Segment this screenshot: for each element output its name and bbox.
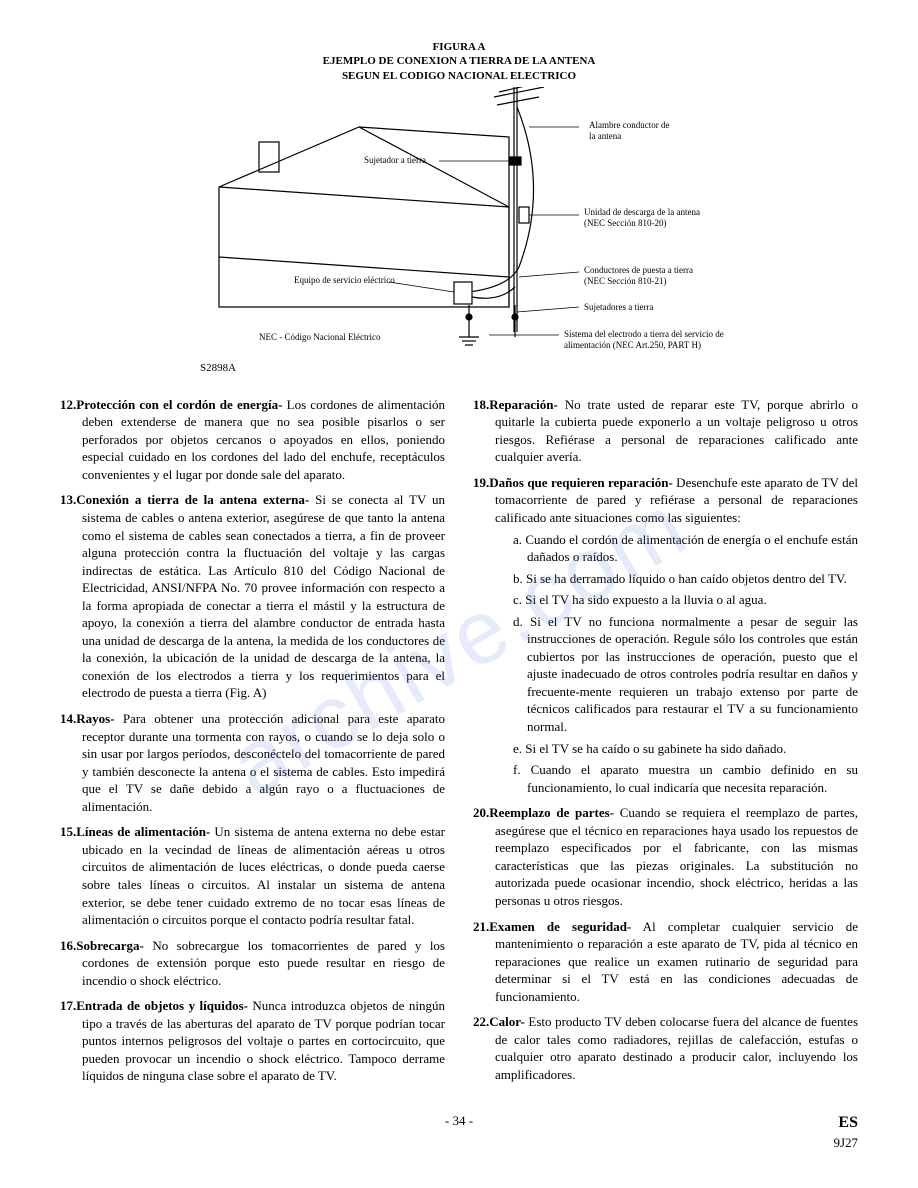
sub-text: Si el TV no funciona normalmente a pesar… bbox=[527, 614, 858, 734]
sub-text: Si el TV se ha caído o su gabinete ha si… bbox=[525, 741, 786, 756]
sub-item: b. Si se ha derramado líquido o han caíd… bbox=[513, 570, 858, 588]
item-heading: Examen de seguridad- bbox=[489, 919, 631, 934]
item-heading: Entrada de objetos y líquidos- bbox=[76, 998, 248, 1013]
sub-text: Si se ha derramado líquido o han caído o… bbox=[526, 571, 847, 586]
instruction-item: 13.Conexión a tierra de la antena extern… bbox=[60, 491, 445, 702]
item-number: 16. bbox=[60, 938, 76, 953]
item-heading: Daños que requieren reparación- bbox=[489, 475, 673, 490]
figure-title-line2: EJEMPLO DE CONEXION A TIERRA DE LA ANTEN… bbox=[323, 55, 596, 67]
instruction-item: 22.Calor- Esto producto TV deben colocar… bbox=[473, 1013, 858, 1083]
instruction-item: 16.Sobrecarga- No sobrecargue los tomaco… bbox=[60, 937, 445, 990]
item-heading: Protección con el cordón de energía- bbox=[76, 397, 282, 412]
instruction-item: 12.Protección con el cordón de energía- … bbox=[60, 396, 445, 484]
item-heading: Calor- bbox=[489, 1014, 525, 1029]
item-body: Un sistema de antena externa no debe est… bbox=[82, 824, 445, 927]
grounding-diagram: Alambre conductor dela antena Sujetador … bbox=[159, 87, 759, 357]
sub-marker: e. bbox=[513, 741, 525, 756]
instruction-item: 21.Examen de seguridad- Al completar cua… bbox=[473, 918, 858, 1006]
sub-marker: f. bbox=[513, 762, 531, 777]
label-ground-clamp: Sujetador a tierra bbox=[364, 155, 426, 166]
item-body: Si se conecta al TV un sistema de cables… bbox=[82, 492, 445, 700]
sub-item: c. Si el TV ha sido expuesto a la lluvia… bbox=[513, 591, 858, 609]
sub-item: e. Si el TV se ha caído o su gabinete ha… bbox=[513, 740, 858, 758]
sub-item: a. Cuando el cordón de alimentación de e… bbox=[513, 531, 858, 566]
sub-marker: b. bbox=[513, 571, 526, 586]
item-number: 22. bbox=[473, 1014, 489, 1029]
instructions-list: 12.Protección con el cordón de energía- … bbox=[60, 396, 858, 1092]
item-number: 12. bbox=[60, 397, 76, 412]
instruction-item: 18.Reparación- No trate usted de reparar… bbox=[473, 396, 858, 466]
item-heading: Reparación- bbox=[489, 397, 558, 412]
sub-marker: d. bbox=[513, 614, 530, 629]
item-number: 14. bbox=[60, 711, 76, 726]
item-number: 13. bbox=[60, 492, 76, 507]
instruction-item: 15.Líneas de alimentación- Un sistema de… bbox=[60, 823, 445, 928]
page-number: - 34 - bbox=[60, 1112, 858, 1130]
figure-a: FIGURA A EJEMPLO DE CONEXION A TIERRA DE… bbox=[60, 40, 858, 376]
item-heading: Conexión a tierra de la antena externa- bbox=[76, 492, 309, 507]
sub-text: Cuando el aparato muestra un cambio defi… bbox=[527, 762, 858, 795]
item-body: Para obtener una protección adicional pa… bbox=[82, 711, 445, 814]
instruction-item: 20.Reemplazo de partes- Cuando se requie… bbox=[473, 804, 858, 909]
footer-lang: ES bbox=[833, 1112, 858, 1134]
label-discharge-unit: Unidad de descarga de la antena(NEC Secc… bbox=[584, 207, 700, 229]
footer-right: ES 9J27 bbox=[833, 1112, 858, 1151]
label-lead-in: Alambre conductor dela antena bbox=[589, 120, 669, 142]
instruction-item: 14.Rayos- Para obtener una protección ad… bbox=[60, 710, 445, 815]
item-number: 19. bbox=[473, 475, 489, 490]
sub-marker: c. bbox=[513, 592, 525, 607]
instruction-item: 17.Entrada de objetos y líquidos- Nunca … bbox=[60, 997, 445, 1085]
sub-item: d. Si el TV no funciona normalmente a pe… bbox=[513, 613, 858, 736]
footer-code: 9J27 bbox=[833, 1134, 858, 1152]
sub-text: Cuando el cordón de alimentación de ener… bbox=[525, 532, 858, 565]
item-heading: Rayos- bbox=[76, 711, 114, 726]
sub-text: Si el TV ha sido expuesto a la lluvia o … bbox=[525, 592, 766, 607]
page-footer: - 34 - ES 9J27 bbox=[60, 1112, 858, 1142]
figure-title-line1: FIGURA A bbox=[433, 41, 486, 53]
item-number: 17. bbox=[60, 998, 76, 1013]
item-body: Cuando se requiera el reemplazo de parte… bbox=[495, 805, 858, 908]
figure-title: FIGURA A EJEMPLO DE CONEXION A TIERRA DE… bbox=[60, 40, 858, 83]
label-ground-conductors: Conductores de puesta a tierra(NEC Secci… bbox=[584, 265, 693, 287]
label-electrode-system: Sistema del electrodo a tierra del servi… bbox=[564, 329, 724, 351]
label-service-equip: Equipo de servicio eléctrico bbox=[294, 275, 395, 286]
sub-list: a. Cuando el cordón de alimentación de e… bbox=[495, 531, 858, 797]
figure-code: S2898A bbox=[200, 361, 858, 376]
label-ground-clamps: Sujetadores a tierra bbox=[584, 302, 653, 313]
item-number: 21. bbox=[473, 919, 489, 934]
item-number: 20. bbox=[473, 805, 489, 820]
sub-item: f. Cuando el aparato muestra un cambio d… bbox=[513, 761, 858, 796]
instruction-item: 19.Daños que requieren reparación- Desen… bbox=[473, 474, 858, 796]
item-heading: Sobrecarga- bbox=[76, 938, 144, 953]
item-body: Esto producto TV deben colocarse fuera d… bbox=[495, 1014, 858, 1082]
page: archive.com FIGURA A EJEMPLO DE CONEXION… bbox=[60, 40, 858, 1142]
item-heading: Líneas de alimentación- bbox=[76, 824, 210, 839]
label-nec-note: NEC - Código Nacional Eléctrico bbox=[259, 332, 380, 343]
item-heading: Reemplazo de partes- bbox=[489, 805, 614, 820]
sub-marker: a. bbox=[513, 532, 525, 547]
item-number: 18. bbox=[473, 397, 489, 412]
item-number: 15. bbox=[60, 824, 76, 839]
figure-title-line3: SEGUN EL CODIGO NACIONAL ELECTRICO bbox=[342, 70, 576, 82]
